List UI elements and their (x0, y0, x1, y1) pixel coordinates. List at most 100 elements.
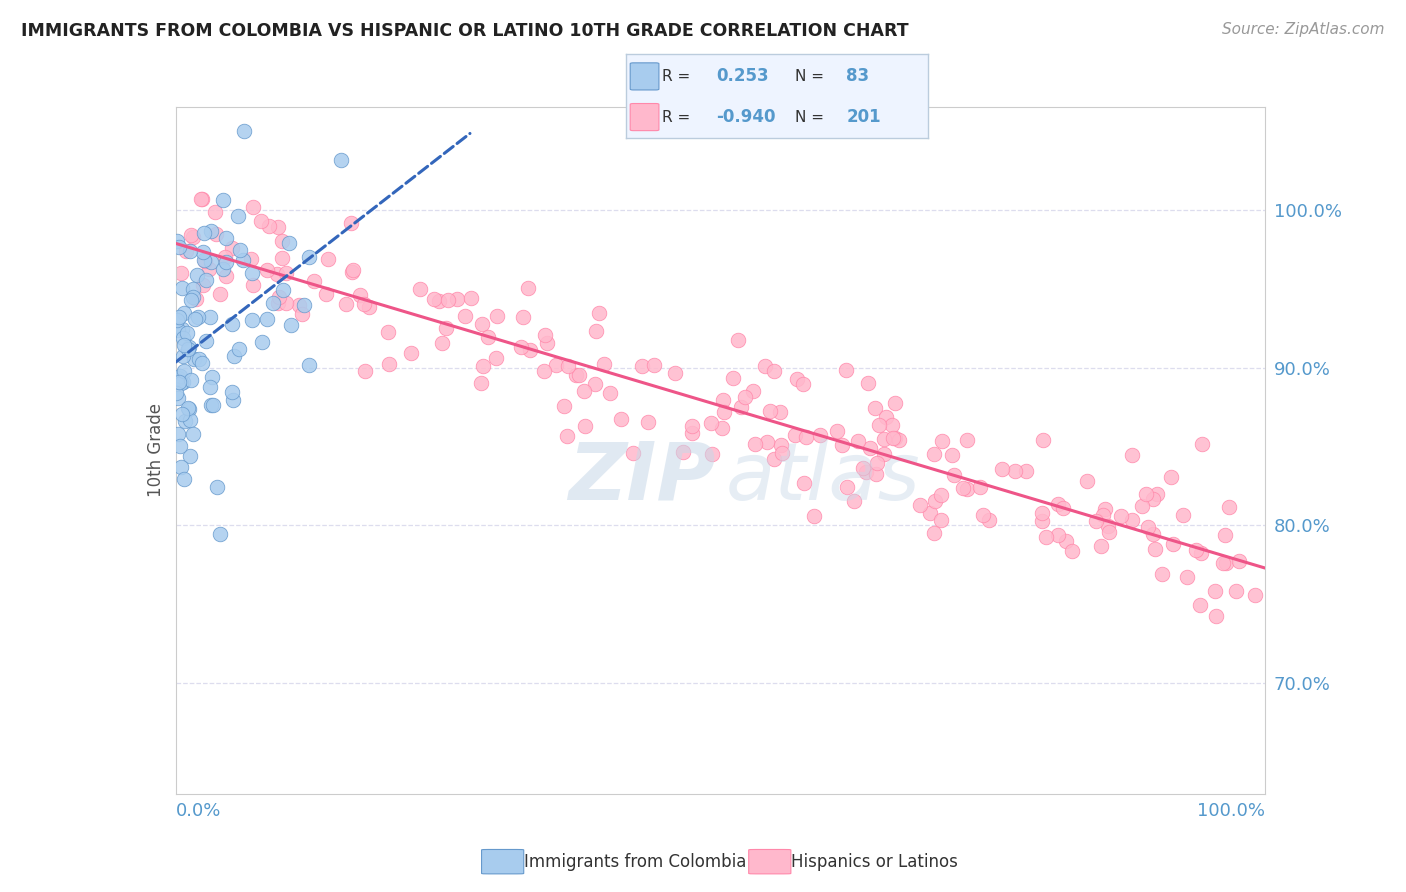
Point (1031, 506, 1053, 520)
Point (193, 226, 215, 240)
Point (572, 384, 595, 398)
Point (713, 392, 735, 407)
Point (280, 318, 302, 332)
Point (226, 209, 249, 223)
Point (485, 351, 508, 365)
Point (477, 330, 499, 344)
Text: 201: 201 (846, 108, 882, 126)
Point (1143, 542, 1166, 557)
Point (868, 418, 890, 433)
Point (610, 412, 633, 426)
Point (166, 313, 188, 327)
FancyBboxPatch shape (748, 849, 790, 874)
Point (1212, 556, 1234, 570)
Point (298, 358, 321, 372)
Point (454, 309, 477, 323)
Point (240, 267, 263, 281)
Point (1136, 520, 1159, 534)
Point (399, 346, 422, 360)
Point (166, 234, 188, 248)
Point (228, 343, 250, 357)
FancyBboxPatch shape (630, 62, 659, 90)
Point (204, 204, 226, 219)
Point (179, 244, 201, 258)
Point (180, 293, 202, 307)
Point (786, 372, 808, 386)
Point (1205, 609, 1227, 624)
Point (1032, 434, 1054, 448)
Text: N =: N = (794, 110, 828, 125)
Text: 83: 83 (846, 68, 869, 86)
Point (553, 399, 575, 413)
Point (599, 386, 621, 401)
Point (357, 300, 380, 314)
Point (266, 268, 288, 282)
Point (172, 375, 194, 389)
Point (278, 235, 301, 250)
Point (214, 250, 236, 264)
Point (256, 311, 278, 326)
Point (181, 427, 204, 442)
Point (342, 263, 364, 277)
Point (1243, 588, 1265, 602)
Point (183, 352, 205, 367)
Point (205, 481, 228, 495)
Point (169, 439, 191, 453)
Point (865, 467, 887, 482)
Point (250, 214, 273, 228)
Point (176, 326, 198, 340)
Point (221, 318, 243, 332)
Point (174, 244, 197, 258)
Point (172, 349, 194, 363)
Point (167, 375, 190, 389)
Point (173, 414, 195, 428)
Text: 0.253: 0.253 (716, 68, 769, 86)
Point (922, 526, 945, 541)
Point (516, 281, 538, 295)
Point (1004, 464, 1026, 478)
Point (943, 468, 966, 483)
Point (1062, 543, 1084, 558)
Point (1031, 514, 1053, 528)
Point (1076, 474, 1098, 488)
Point (929, 513, 952, 527)
Point (193, 245, 215, 260)
Point (240, 252, 263, 266)
Point (221, 242, 243, 256)
Point (471, 359, 494, 373)
Point (215, 231, 238, 245)
Point (1052, 500, 1074, 515)
Point (330, 153, 353, 167)
Point (763, 364, 786, 378)
Point (872, 447, 894, 461)
Text: R =: R = (662, 110, 695, 125)
Point (166, 323, 188, 337)
Point (1046, 528, 1069, 542)
Point (744, 437, 766, 451)
Point (557, 428, 579, 442)
Text: N =: N = (794, 69, 828, 84)
Point (844, 494, 866, 508)
Point (165, 386, 187, 401)
Point (883, 431, 905, 445)
Point (340, 216, 363, 230)
Point (931, 434, 953, 448)
Point (727, 334, 749, 348)
Point (846, 434, 869, 449)
Point (166, 392, 188, 406)
Point (200, 398, 222, 412)
Point (835, 480, 858, 494)
Text: ZIP: ZIP (568, 439, 716, 517)
Point (267, 295, 290, 310)
Point (335, 297, 357, 311)
Point (918, 506, 941, 520)
Point (825, 424, 848, 438)
Point (257, 219, 280, 234)
Point (621, 446, 644, 460)
Point (922, 447, 945, 461)
Point (194, 254, 217, 268)
Point (198, 310, 221, 325)
Point (183, 312, 205, 326)
Point (859, 442, 882, 456)
Point (276, 266, 298, 280)
